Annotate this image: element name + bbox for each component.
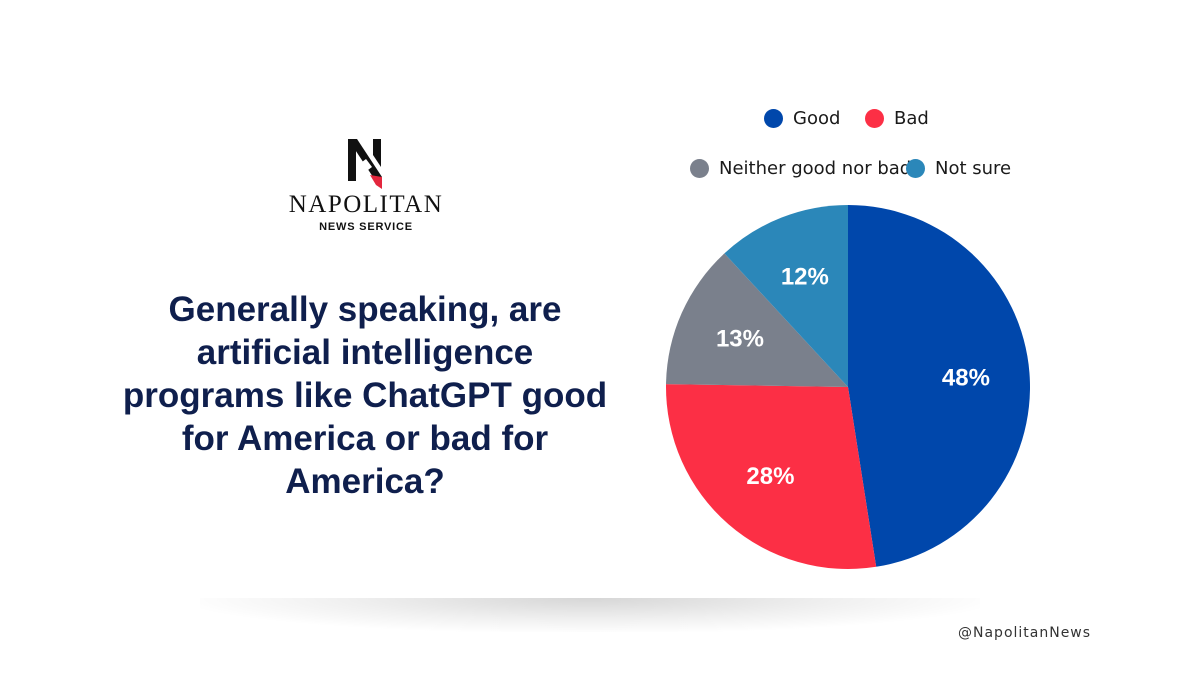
legend-item-neither: Neither good nor bad bbox=[690, 158, 911, 179]
legend-swatch-not-sure bbox=[906, 159, 925, 178]
legend-label-not-sure: Not sure bbox=[935, 158, 1012, 179]
legend-label-good: Good bbox=[793, 108, 841, 129]
legend-item-good: Good bbox=[764, 108, 840, 129]
pie-slice-bad bbox=[666, 384, 877, 569]
legend-label-bad: Bad bbox=[894, 108, 929, 129]
legend-swatch-good bbox=[764, 109, 783, 128]
legend-item-bad: Bad bbox=[865, 108, 929, 129]
pie-label-bad: 28% bbox=[746, 463, 794, 490]
pie-label-not-sure: 12% bbox=[781, 263, 829, 290]
pie-chart: 48% 28% 13% 12% bbox=[666, 205, 1030, 569]
pie-slice-not-sure bbox=[724, 205, 848, 387]
social-handle: @NapolitanNews bbox=[958, 625, 1092, 641]
pie-slice-neither bbox=[666, 253, 848, 387]
brand-subtitle: NEWS SERVICE bbox=[319, 221, 413, 233]
legend-swatch-neither bbox=[690, 159, 709, 178]
card-shadow bbox=[200, 598, 980, 632]
legend-item-not-sure: Not sure bbox=[906, 158, 1011, 179]
legend-swatch-bad bbox=[865, 109, 884, 128]
pie-label-good: 48% bbox=[942, 364, 990, 391]
napolitan-logo: NAPOLITAN NEWS SERVICE bbox=[286, 137, 446, 237]
survey-question: Generally speaking, are artificial intel… bbox=[122, 290, 608, 501]
napolitan-n-mark-icon bbox=[348, 139, 382, 189]
legend-label-neither: Neither good nor bad bbox=[719, 158, 912, 179]
pie-slice-good bbox=[848, 205, 1030, 567]
pie-label-neither: 13% bbox=[716, 325, 764, 352]
brand-name: NAPOLITAN bbox=[288, 191, 444, 218]
